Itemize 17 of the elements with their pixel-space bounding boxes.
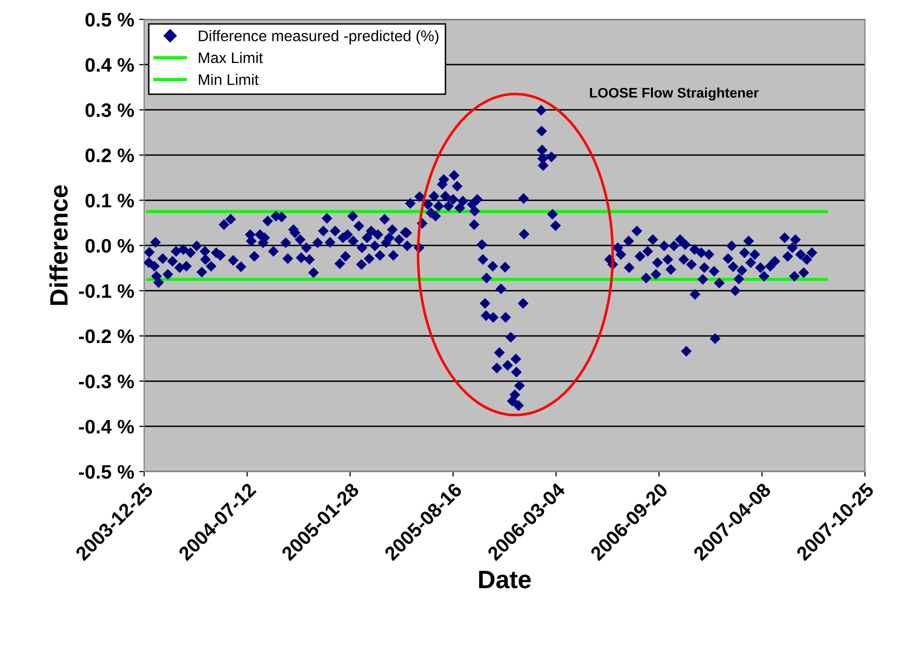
y-axis-title: Difference: [49, 185, 68, 305]
y-tick-label: 0.5 %: [85, 12, 134, 27]
y-tick-label: -0.1 %: [79, 284, 134, 298]
y-tick-label: -0.3 %: [79, 374, 134, 388]
x-axis-title: Date: [479, 570, 531, 588]
y-tick-label: 0.1 %: [85, 194, 134, 208]
y-tick-label: 0.3 %: [85, 103, 134, 118]
y-tick-label: 0.2 %: [85, 148, 134, 162]
legend-label: Difference measured -predicted (%): [198, 30, 438, 44]
y-tick-label: 0.0 %: [85, 238, 134, 253]
legend-label: Max Limit: [198, 52, 263, 64]
y-tick-label: 0.4 %: [85, 58, 134, 72]
y-tick-label: -0.4 %: [79, 420, 134, 434]
y-tick-label: -0.2 %: [79, 329, 134, 344]
annotation: LOOSE Flow Straightener: [590, 87, 759, 100]
y-tick-label: -0.5 %: [79, 465, 134, 479]
legend-label: Min Limit: [198, 74, 259, 86]
